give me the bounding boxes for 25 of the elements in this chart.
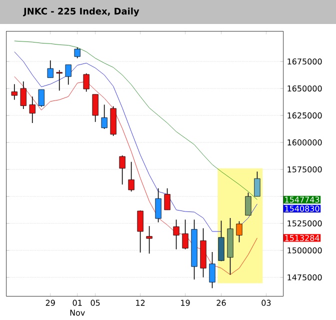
candlestick — [164, 188, 170, 210]
candlestick — [146, 226, 152, 254]
candlestick — [20, 81, 26, 110]
candlestick — [236, 220, 242, 243]
candlestick — [182, 219, 188, 250]
candlestick — [128, 161, 134, 192]
candlestick — [56, 70, 62, 92]
candlestick — [254, 171, 260, 197]
candlestick — [11, 84, 18, 100]
candlestick — [38, 89, 44, 108]
candlestick — [74, 47, 80, 59]
candlestick — [245, 192, 252, 216]
candlestick — [155, 188, 162, 223]
candlestick — [65, 64, 72, 86]
candlestick — [47, 60, 54, 78]
candlestick — [119, 154, 126, 185]
candlestick — [101, 104, 108, 130]
candlestick — [209, 252, 216, 289]
candlestick — [29, 96, 36, 124]
candlestick — [218, 220, 224, 262]
candlestick — [137, 210, 144, 253]
candlestick — [92, 94, 98, 122]
candlestick — [173, 219, 180, 250]
candlestick — [83, 72, 90, 92]
chart-title: JNKC - 225 Index, Daily — [23, 8, 140, 16]
